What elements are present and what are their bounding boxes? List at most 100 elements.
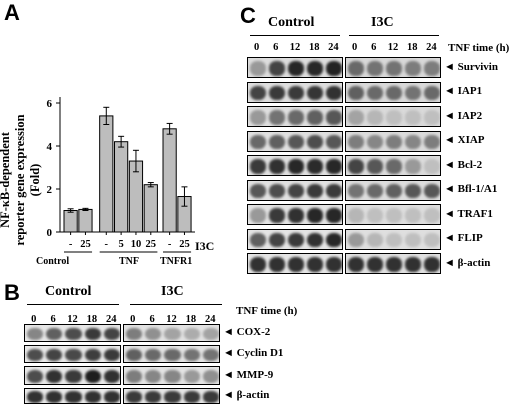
- blot-band: [183, 348, 201, 362]
- blot-band: [45, 369, 63, 384]
- blot-band: [385, 61, 403, 76]
- blot-band: [347, 85, 364, 101]
- blot-row-label: ◄ Survivin: [444, 60, 498, 73]
- x-dose-label: -: [105, 239, 109, 250]
- blot-band: [326, 232, 342, 248]
- time-point-label: 0: [130, 314, 136, 325]
- blot-row-label: ◄ MMP-9: [223, 368, 274, 381]
- blot-band: [268, 110, 285, 125]
- x-dose-label: -: [168, 239, 172, 250]
- blot-band: [287, 159, 305, 174]
- blot-strip: [345, 57, 441, 78]
- time-point-label: 24: [106, 314, 117, 325]
- bar: [78, 208, 93, 233]
- blot-band: [104, 348, 120, 362]
- blot-band: [326, 134, 342, 150]
- blot-band: [385, 257, 403, 272]
- blot-band: [326, 61, 342, 76]
- blot-band: [287, 61, 305, 76]
- blot-band: [84, 369, 102, 384]
- panel-b-time-label: TNF time (h): [236, 305, 298, 317]
- blot-band: [366, 183, 383, 199]
- blot-band: [385, 134, 403, 150]
- panel-b-i3c-line: [130, 304, 222, 305]
- time-point-label: 12: [289, 42, 301, 53]
- time-point-label: 0: [31, 314, 37, 325]
- blot-row-label: ◄ IAP2: [444, 109, 483, 122]
- blot-band: [307, 85, 324, 101]
- blot-band: [385, 208, 403, 223]
- blot-band: [366, 61, 383, 76]
- blot-band: [424, 110, 440, 125]
- panel-b-group-i3c: I3C: [161, 284, 184, 299]
- blot-strip: [345, 155, 441, 176]
- i3c-axis-label: I3C: [195, 239, 215, 253]
- blot-band: [405, 257, 422, 272]
- time-point-label: 18: [185, 314, 197, 325]
- blot-band: [104, 369, 120, 384]
- blot-band: [307, 183, 324, 199]
- time-point-label: 18: [86, 314, 98, 325]
- blot-band: [26, 391, 43, 403]
- blot-band: [287, 85, 305, 101]
- blot-strip: [247, 81, 343, 103]
- blot-band: [183, 327, 201, 341]
- blot-band: [164, 369, 181, 384]
- blot-strip: [345, 228, 441, 250]
- time-point-label: 12: [387, 42, 399, 53]
- blot-row-label: ◄ TRAF1: [444, 207, 493, 220]
- group-label-control: Control: [36, 256, 70, 267]
- blot-band: [307, 110, 324, 125]
- blot-row-label: ◄ Cyclin D1: [223, 347, 284, 359]
- bar: [99, 115, 114, 233]
- blot-band: [405, 110, 422, 125]
- time-point-label: 0: [351, 42, 358, 53]
- time-point-label: 24: [328, 42, 339, 53]
- blot-strip: [345, 106, 441, 127]
- blot-band: [366, 110, 383, 125]
- blot-strip: [24, 345, 121, 363]
- blot-band: [405, 183, 422, 199]
- bar: [162, 128, 177, 233]
- blot-row-label: ◄ COX-2: [223, 326, 271, 338]
- blot-band: [203, 369, 219, 384]
- x-dose-label: 25: [146, 239, 157, 250]
- blot-band: [347, 61, 364, 76]
- blot-band: [287, 110, 305, 125]
- blot-strip: [123, 388, 220, 404]
- blot-band: [249, 183, 266, 199]
- blot-band: [405, 61, 422, 76]
- blot-band: [268, 257, 285, 272]
- blot-band: [347, 208, 364, 223]
- blot-row-label: ◄ IAP1: [444, 85, 483, 97]
- blot-band: [249, 159, 266, 174]
- blot-band: [307, 232, 324, 248]
- blot-band: [366, 85, 383, 101]
- panel-b-group-control: Control: [45, 284, 92, 299]
- y-tick-label: 0: [47, 227, 53, 239]
- blot-strip: [345, 179, 441, 201]
- x-dose-label: 25: [80, 239, 91, 250]
- blot-band: [125, 348, 142, 362]
- time-point-label: 24: [205, 314, 216, 325]
- blot-band: [326, 257, 342, 272]
- blot-strip: [123, 324, 220, 342]
- blot-strip: [247, 253, 343, 274]
- blot-band: [84, 348, 102, 362]
- blot-band: [424, 208, 440, 223]
- blot-band: [183, 369, 201, 384]
- blot-band: [104, 391, 120, 403]
- blot-band: [366, 134, 383, 150]
- panel-b-control-line: [27, 304, 119, 305]
- blot-band: [385, 232, 403, 248]
- blot-band: [65, 327, 82, 341]
- blot-strip: [345, 130, 441, 152]
- blot-strip: [123, 345, 220, 363]
- blot-band: [307, 257, 324, 272]
- blot-band: [366, 159, 383, 174]
- blot-strip: [24, 388, 121, 404]
- blot-band: [164, 391, 181, 403]
- blot-band: [268, 232, 285, 248]
- blot-band: [26, 327, 43, 341]
- blot-band: [164, 348, 181, 362]
